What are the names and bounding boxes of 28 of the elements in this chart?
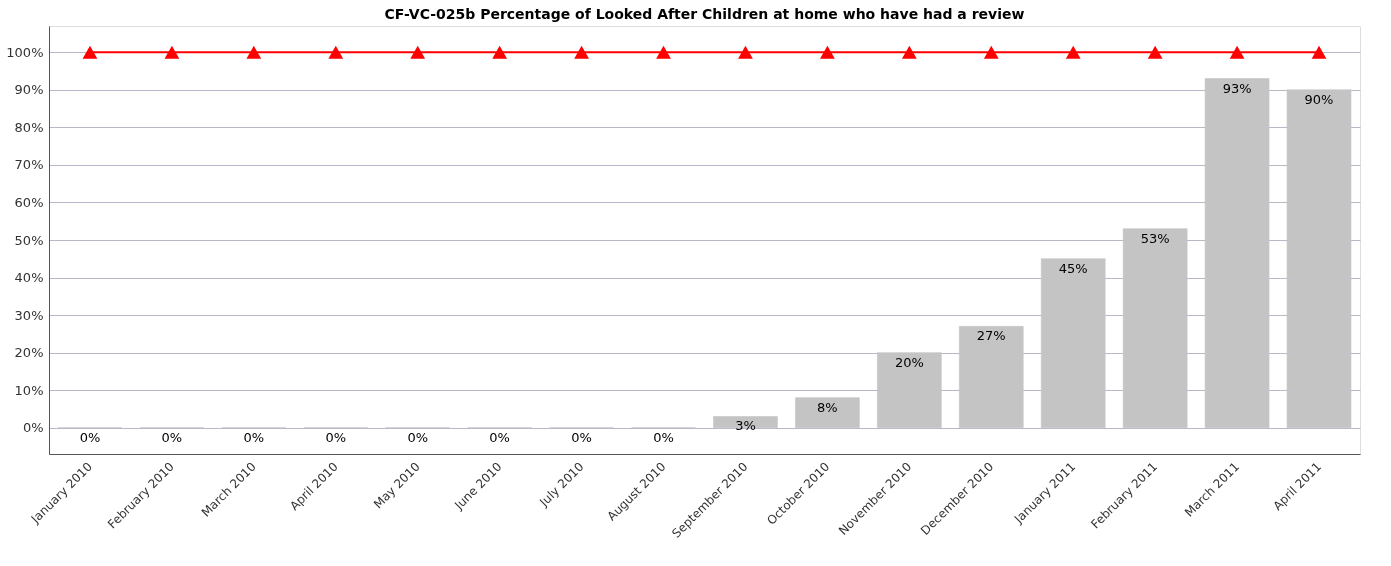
y-tick-label: 80%	[14, 119, 44, 135]
data-label: 0%	[161, 429, 183, 445]
data-label: 0%	[571, 429, 592, 445]
y-tick-label: 50%	[14, 232, 44, 248]
y-tick-label: 40%	[14, 270, 44, 286]
data-label: 45%	[1058, 260, 1088, 276]
data-label: 0%	[243, 429, 265, 445]
y-tick-label: 30%	[14, 307, 44, 323]
y-tick-label: 70%	[14, 157, 44, 173]
y-tick-label: 90%	[14, 82, 44, 98]
y-tick-label: 60%	[14, 194, 44, 210]
y-tick-label: 20%	[14, 345, 44, 361]
chart-title: CF-VC-025b Percentage of Looked After Children at home who have had a review	[384, 6, 1025, 22]
data-label: 93%	[1222, 80, 1252, 96]
data-label: 3%	[735, 418, 756, 434]
data-label: 0%	[407, 429, 429, 445]
y-tick-label: 100%	[6, 44, 44, 60]
data-label: 0%	[489, 429, 510, 445]
y-tick-label: 10%	[14, 382, 44, 398]
data-label: 53%	[1140, 230, 1170, 246]
data-label: 0%	[653, 429, 674, 445]
data-label: 90%	[1304, 91, 1334, 107]
data-label: 27%	[976, 328, 1006, 344]
data-label: 0%	[325, 429, 347, 445]
y-tick-label: 0%	[22, 420, 44, 436]
data-label: 0%	[79, 429, 101, 445]
data-label: 8%	[817, 399, 838, 415]
data-label: 20%	[894, 354, 924, 370]
